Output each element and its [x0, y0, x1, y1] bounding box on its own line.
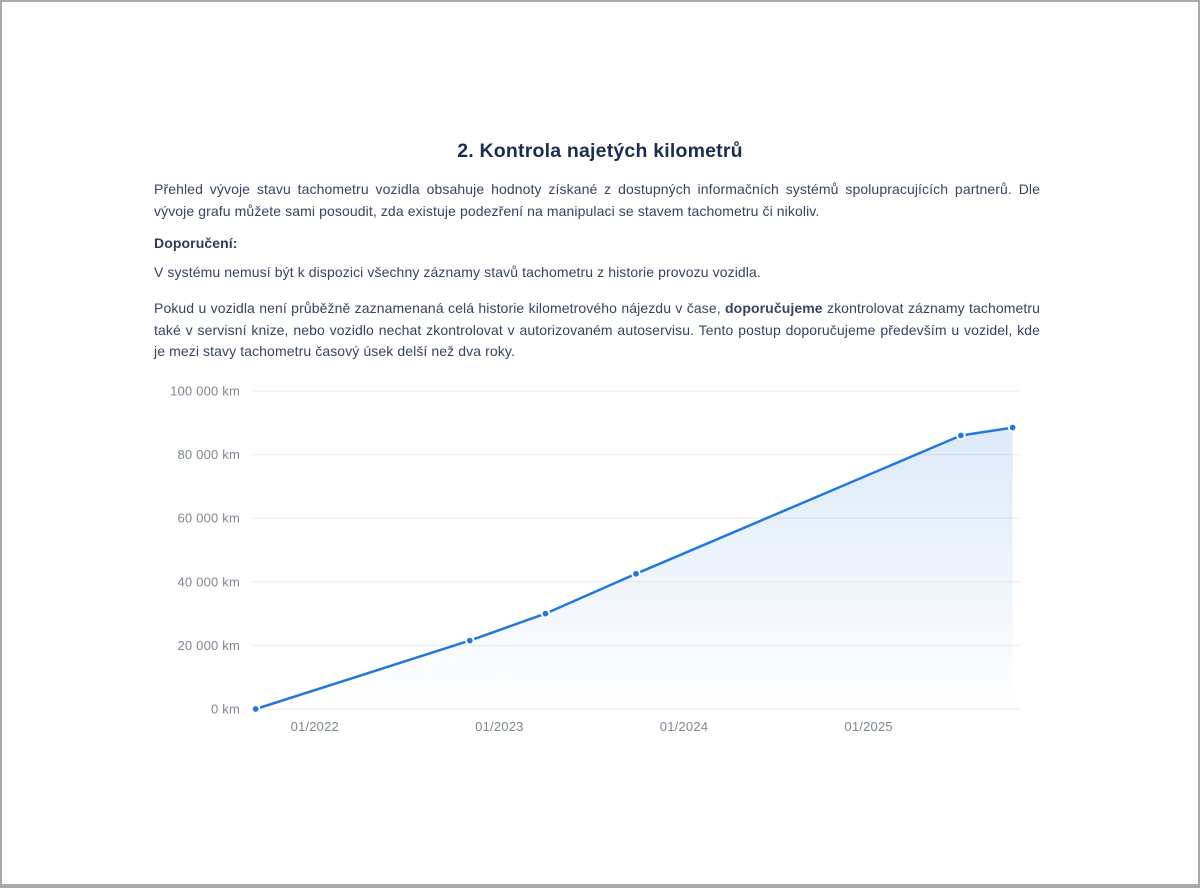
x-axis-tick-label: 01/2024: [660, 719, 708, 732]
y-axis-tick-label: 40 000 km: [177, 574, 240, 589]
advice-text-bold: doporučujeme: [725, 300, 823, 316]
y-axis-tick-label: 80 000 km: [177, 447, 240, 462]
data-point-marker: [1007, 422, 1018, 433]
y-axis-tick-label: 60 000 km: [177, 511, 240, 526]
data-point-marker: [956, 430, 966, 441]
recommendation-label: Doporučení:: [154, 235, 238, 251]
data-point-marker: [540, 608, 551, 619]
mileage-area-fill: [255, 427, 1013, 709]
y-axis-tick-label: 100 000 km: [170, 384, 240, 399]
x-axis-tick-label: 01/2022: [291, 719, 339, 732]
note-paragraph: V systému nemusí být k dispozici všechny…: [154, 264, 761, 280]
mileage-chart-svg: 0 km 20 000 km 40 000 km 60 000 km 80 000 km…: [170, 384, 1020, 732]
advice-text-start: Pokud u vozidla není průběžně zaznamenan…: [154, 300, 726, 316]
y-axis-tick-label: 20 000 km: [177, 638, 240, 653]
mileage-chart: 0 km 20 000 km 40 000 km 60 000 km 80 000 km…: [162, 382, 1042, 732]
data-point-marker: [250, 704, 261, 714]
mileage-line: [254, 426, 1014, 711]
data-point-marker: [465, 635, 475, 646]
y-axis-tick-label: 0 km: [211, 702, 240, 717]
intro-paragraph: Přehled vývoje stavu tachometru vozidla …: [154, 181, 1040, 219]
data-point-marker: [631, 569, 641, 579]
x-axis-tick-label: 01/2025: [844, 719, 892, 732]
advice-paragraph: Pokud u vozidla není průběžně zaznamenan…: [154, 298, 1040, 363]
advice-text-end: zkontrolovat záznamy tachometru také v s…: [154, 300, 1041, 359]
section-title: 2. Kontrola najetých kilometrů: [457, 140, 743, 163]
x-axis-tick-label: 01/2023: [475, 719, 523, 732]
